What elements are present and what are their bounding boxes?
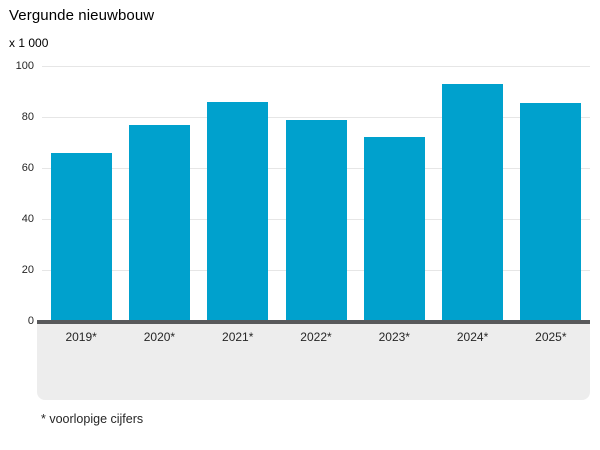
x-tick-label: 2021*	[222, 330, 254, 344]
bar-2019	[50, 152, 112, 321]
bar-2025	[520, 102, 582, 321]
y-tick-label: 100	[15, 60, 34, 72]
y-tick-label: 0	[27, 315, 34, 327]
x-tick-label: 2025*	[535, 330, 567, 344]
footer-band	[37, 323, 590, 400]
gridline-100	[42, 65, 590, 67]
footnote: * voorlopige cijfers	[41, 412, 144, 426]
y-tick-label: 60	[21, 162, 34, 174]
bar-2021	[207, 101, 269, 321]
bar-2024	[442, 83, 504, 321]
y-tick-label: 40	[21, 213, 34, 225]
x-tick-label: 2023*	[378, 330, 410, 344]
chart-title: Vergunde nieuwbouw	[9, 7, 155, 24]
x-tick-label: 2024*	[456, 330, 489, 344]
bar-2023	[363, 137, 425, 321]
x-tick-label: 2019*	[65, 330, 97, 344]
bar-2022	[285, 119, 347, 321]
bar-2020	[128, 124, 190, 321]
y-axis-unit-label: x 1 000	[9, 36, 49, 50]
x-axis-line	[37, 320, 590, 324]
x-tick-label: 2020*	[143, 330, 176, 344]
y-tick-label: 20	[21, 264, 34, 276]
y-tick-label: 80	[21, 111, 34, 123]
x-tick-label: 2022*	[300, 330, 332, 344]
gridline-80	[42, 116, 590, 118]
